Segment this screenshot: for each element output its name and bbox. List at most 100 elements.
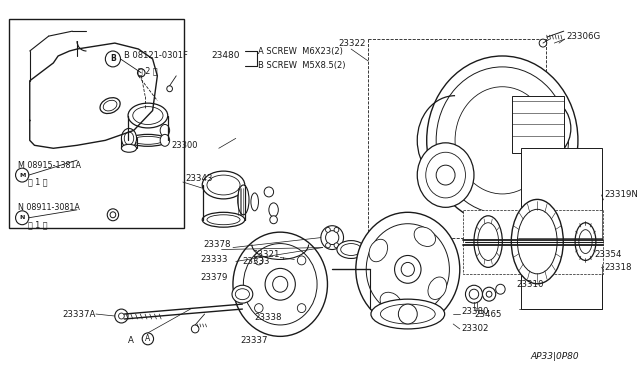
Text: A: A: [128, 336, 134, 345]
Bar: [283, 257, 308, 295]
Ellipse shape: [436, 67, 568, 214]
Ellipse shape: [356, 212, 460, 327]
Text: M: M: [19, 173, 26, 177]
Text: B 08121-0301F: B 08121-0301F: [124, 51, 188, 61]
Ellipse shape: [124, 132, 134, 145]
Ellipse shape: [202, 171, 244, 199]
Ellipse shape: [132, 137, 163, 144]
Circle shape: [298, 256, 306, 265]
Ellipse shape: [477, 223, 499, 260]
Ellipse shape: [100, 98, 120, 113]
Circle shape: [326, 243, 330, 248]
Ellipse shape: [519, 99, 571, 158]
Text: 23333: 23333: [243, 257, 270, 266]
Circle shape: [118, 313, 124, 319]
Text: 23337A: 23337A: [63, 310, 96, 318]
Text: 23321: 23321: [253, 250, 280, 259]
Circle shape: [255, 256, 263, 265]
Circle shape: [138, 69, 145, 77]
Circle shape: [436, 165, 455, 185]
Text: AP33|0P80: AP33|0P80: [531, 352, 579, 361]
Circle shape: [191, 325, 199, 333]
Bar: [9, 19, 184, 228]
Text: A SCREW  M6X23(2): A SCREW M6X23(2): [259, 46, 343, 55]
Circle shape: [321, 226, 344, 250]
Circle shape: [108, 209, 118, 221]
Ellipse shape: [103, 100, 117, 111]
Circle shape: [334, 243, 339, 248]
Ellipse shape: [414, 227, 436, 247]
Ellipse shape: [417, 143, 474, 207]
Ellipse shape: [534, 116, 556, 140]
Text: 〈 2 〉: 〈 2 〉: [138, 66, 158, 76]
Circle shape: [496, 284, 505, 294]
Circle shape: [398, 304, 417, 324]
Bar: [521, 148, 602, 238]
Circle shape: [264, 187, 273, 197]
Circle shape: [265, 268, 295, 300]
Ellipse shape: [527, 108, 563, 149]
Ellipse shape: [380, 304, 435, 324]
Text: 23480: 23480: [211, 51, 240, 61]
Circle shape: [326, 231, 339, 244]
Text: N 08911-3081A: N 08911-3081A: [19, 203, 80, 212]
Text: 23302: 23302: [461, 324, 489, 333]
Circle shape: [486, 291, 492, 297]
Ellipse shape: [369, 239, 388, 262]
Text: 23465: 23465: [474, 310, 502, 318]
Ellipse shape: [132, 107, 163, 125]
Text: B: B: [110, 54, 116, 64]
Ellipse shape: [128, 134, 168, 146]
Ellipse shape: [380, 292, 401, 312]
Text: 〈 1 〉: 〈 1 〉: [28, 177, 47, 186]
Text: 23343: 23343: [186, 174, 213, 183]
Ellipse shape: [575, 223, 596, 260]
Ellipse shape: [579, 230, 592, 253]
Text: 23380: 23380: [461, 307, 489, 315]
Ellipse shape: [207, 215, 240, 225]
Bar: [286, 262, 305, 275]
Ellipse shape: [207, 175, 240, 195]
Circle shape: [255, 304, 263, 312]
Ellipse shape: [337, 241, 365, 259]
Ellipse shape: [426, 152, 465, 198]
Ellipse shape: [128, 103, 168, 128]
Text: A: A: [145, 334, 150, 343]
Circle shape: [167, 86, 172, 92]
Text: 23310: 23310: [516, 280, 544, 289]
Circle shape: [115, 309, 128, 323]
Ellipse shape: [160, 134, 170, 146]
Ellipse shape: [427, 56, 578, 225]
Circle shape: [142, 333, 154, 345]
Ellipse shape: [251, 193, 259, 211]
Circle shape: [273, 276, 288, 292]
Text: 23333: 23333: [200, 255, 227, 264]
Text: 23337: 23337: [241, 336, 268, 345]
Ellipse shape: [236, 289, 250, 299]
Ellipse shape: [371, 299, 445, 329]
Text: B SCREW  M5X8.5(2): B SCREW M5X8.5(2): [259, 61, 346, 70]
Circle shape: [469, 289, 479, 299]
Text: 23318: 23318: [604, 263, 632, 272]
Ellipse shape: [122, 128, 136, 148]
Circle shape: [15, 168, 29, 182]
Ellipse shape: [269, 203, 278, 217]
Bar: [521, 230, 602, 309]
Ellipse shape: [232, 285, 253, 303]
Ellipse shape: [237, 185, 249, 215]
Text: N: N: [19, 215, 25, 220]
Ellipse shape: [518, 209, 557, 274]
Text: 23322: 23322: [338, 39, 365, 48]
Text: 23319N: 23319N: [604, 190, 638, 199]
Ellipse shape: [511, 199, 563, 284]
Circle shape: [106, 51, 120, 67]
Bar: [463, 210, 602, 274]
Text: 23338: 23338: [255, 312, 282, 321]
Text: 23354: 23354: [594, 250, 621, 259]
Text: 23306G: 23306G: [566, 32, 601, 41]
Ellipse shape: [474, 216, 502, 267]
Circle shape: [270, 216, 277, 224]
Ellipse shape: [340, 244, 362, 256]
Text: 〈 1 〉: 〈 1 〉: [28, 220, 47, 229]
Ellipse shape: [428, 277, 447, 299]
